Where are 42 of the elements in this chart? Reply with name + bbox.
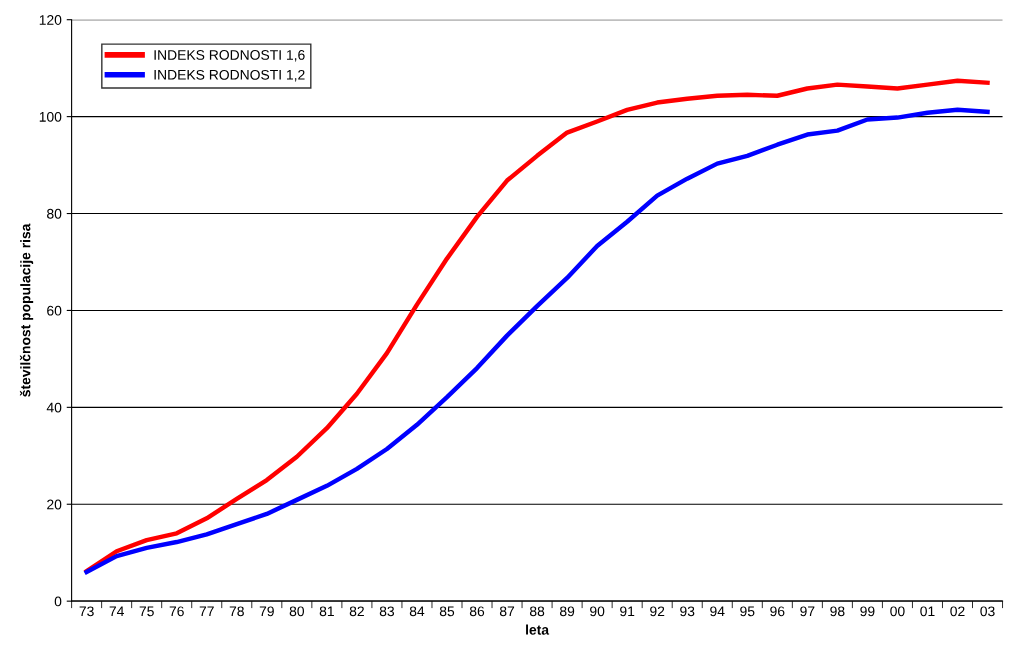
y-tick-label: 0 bbox=[54, 596, 62, 607]
y-tick-label: 80 bbox=[47, 208, 62, 219]
x-tick-label: 00 bbox=[890, 606, 905, 617]
y-tick-label: 60 bbox=[47, 305, 62, 316]
x-tick-label: 88 bbox=[529, 606, 545, 617]
x-tick-label: 99 bbox=[860, 606, 875, 617]
x-tick-label: 89 bbox=[559, 606, 575, 617]
x-tick-label: 92 bbox=[650, 606, 665, 617]
x-tick-label: 77 bbox=[199, 606, 214, 617]
y-tick-label: 40 bbox=[46, 402, 62, 413]
x-tick-label: 96 bbox=[770, 606, 785, 617]
x-tick-label: 87 bbox=[499, 606, 515, 617]
x-tick-label: 82 bbox=[349, 606, 364, 617]
legend-label: INDEKS RODNOSTI 1,6 bbox=[154, 50, 305, 62]
x-tick-label: 76 bbox=[169, 606, 184, 617]
x-tick-label: 90 bbox=[590, 606, 605, 617]
y-axis-title: številčnost populacije risa bbox=[19, 223, 34, 397]
x-tick-label: 93 bbox=[680, 606, 695, 617]
x-tick-label: 94 bbox=[710, 606, 725, 617]
x-axis-title: leta bbox=[526, 624, 550, 635]
x-tick-label: 81 bbox=[319, 606, 334, 617]
x-tick-label: 75 bbox=[139, 606, 154, 617]
x-tick-label: 83 bbox=[379, 606, 395, 617]
x-tick-label: 86 bbox=[469, 606, 485, 617]
x-tick-label: 02 bbox=[950, 606, 965, 617]
x-tick-label: 91 bbox=[620, 606, 635, 617]
x-tick-label: 79 bbox=[259, 606, 274, 617]
x-tick-label: 97 bbox=[800, 606, 815, 617]
y-tick-label: 20 bbox=[47, 499, 62, 510]
x-tick-label: 73 bbox=[79, 606, 94, 617]
x-tick-label: 78 bbox=[229, 606, 244, 617]
x-tick-label: 03 bbox=[980, 606, 995, 617]
x-tick-label: 95 bbox=[740, 606, 755, 617]
x-tick-label: 80 bbox=[289, 606, 305, 617]
x-tick-label: 74 bbox=[109, 606, 124, 617]
x-tick-label: 98 bbox=[830, 606, 845, 617]
x-tick-label: 84 bbox=[409, 606, 425, 617]
y-tick-label: 120 bbox=[39, 15, 62, 25]
y-tick-label: 100 bbox=[39, 111, 62, 122]
x-tick-label: 85 bbox=[439, 606, 455, 617]
x-tick-label: 01 bbox=[920, 606, 935, 617]
legend-label: INDEKS RODNOSTI 1,2 bbox=[154, 69, 305, 82]
